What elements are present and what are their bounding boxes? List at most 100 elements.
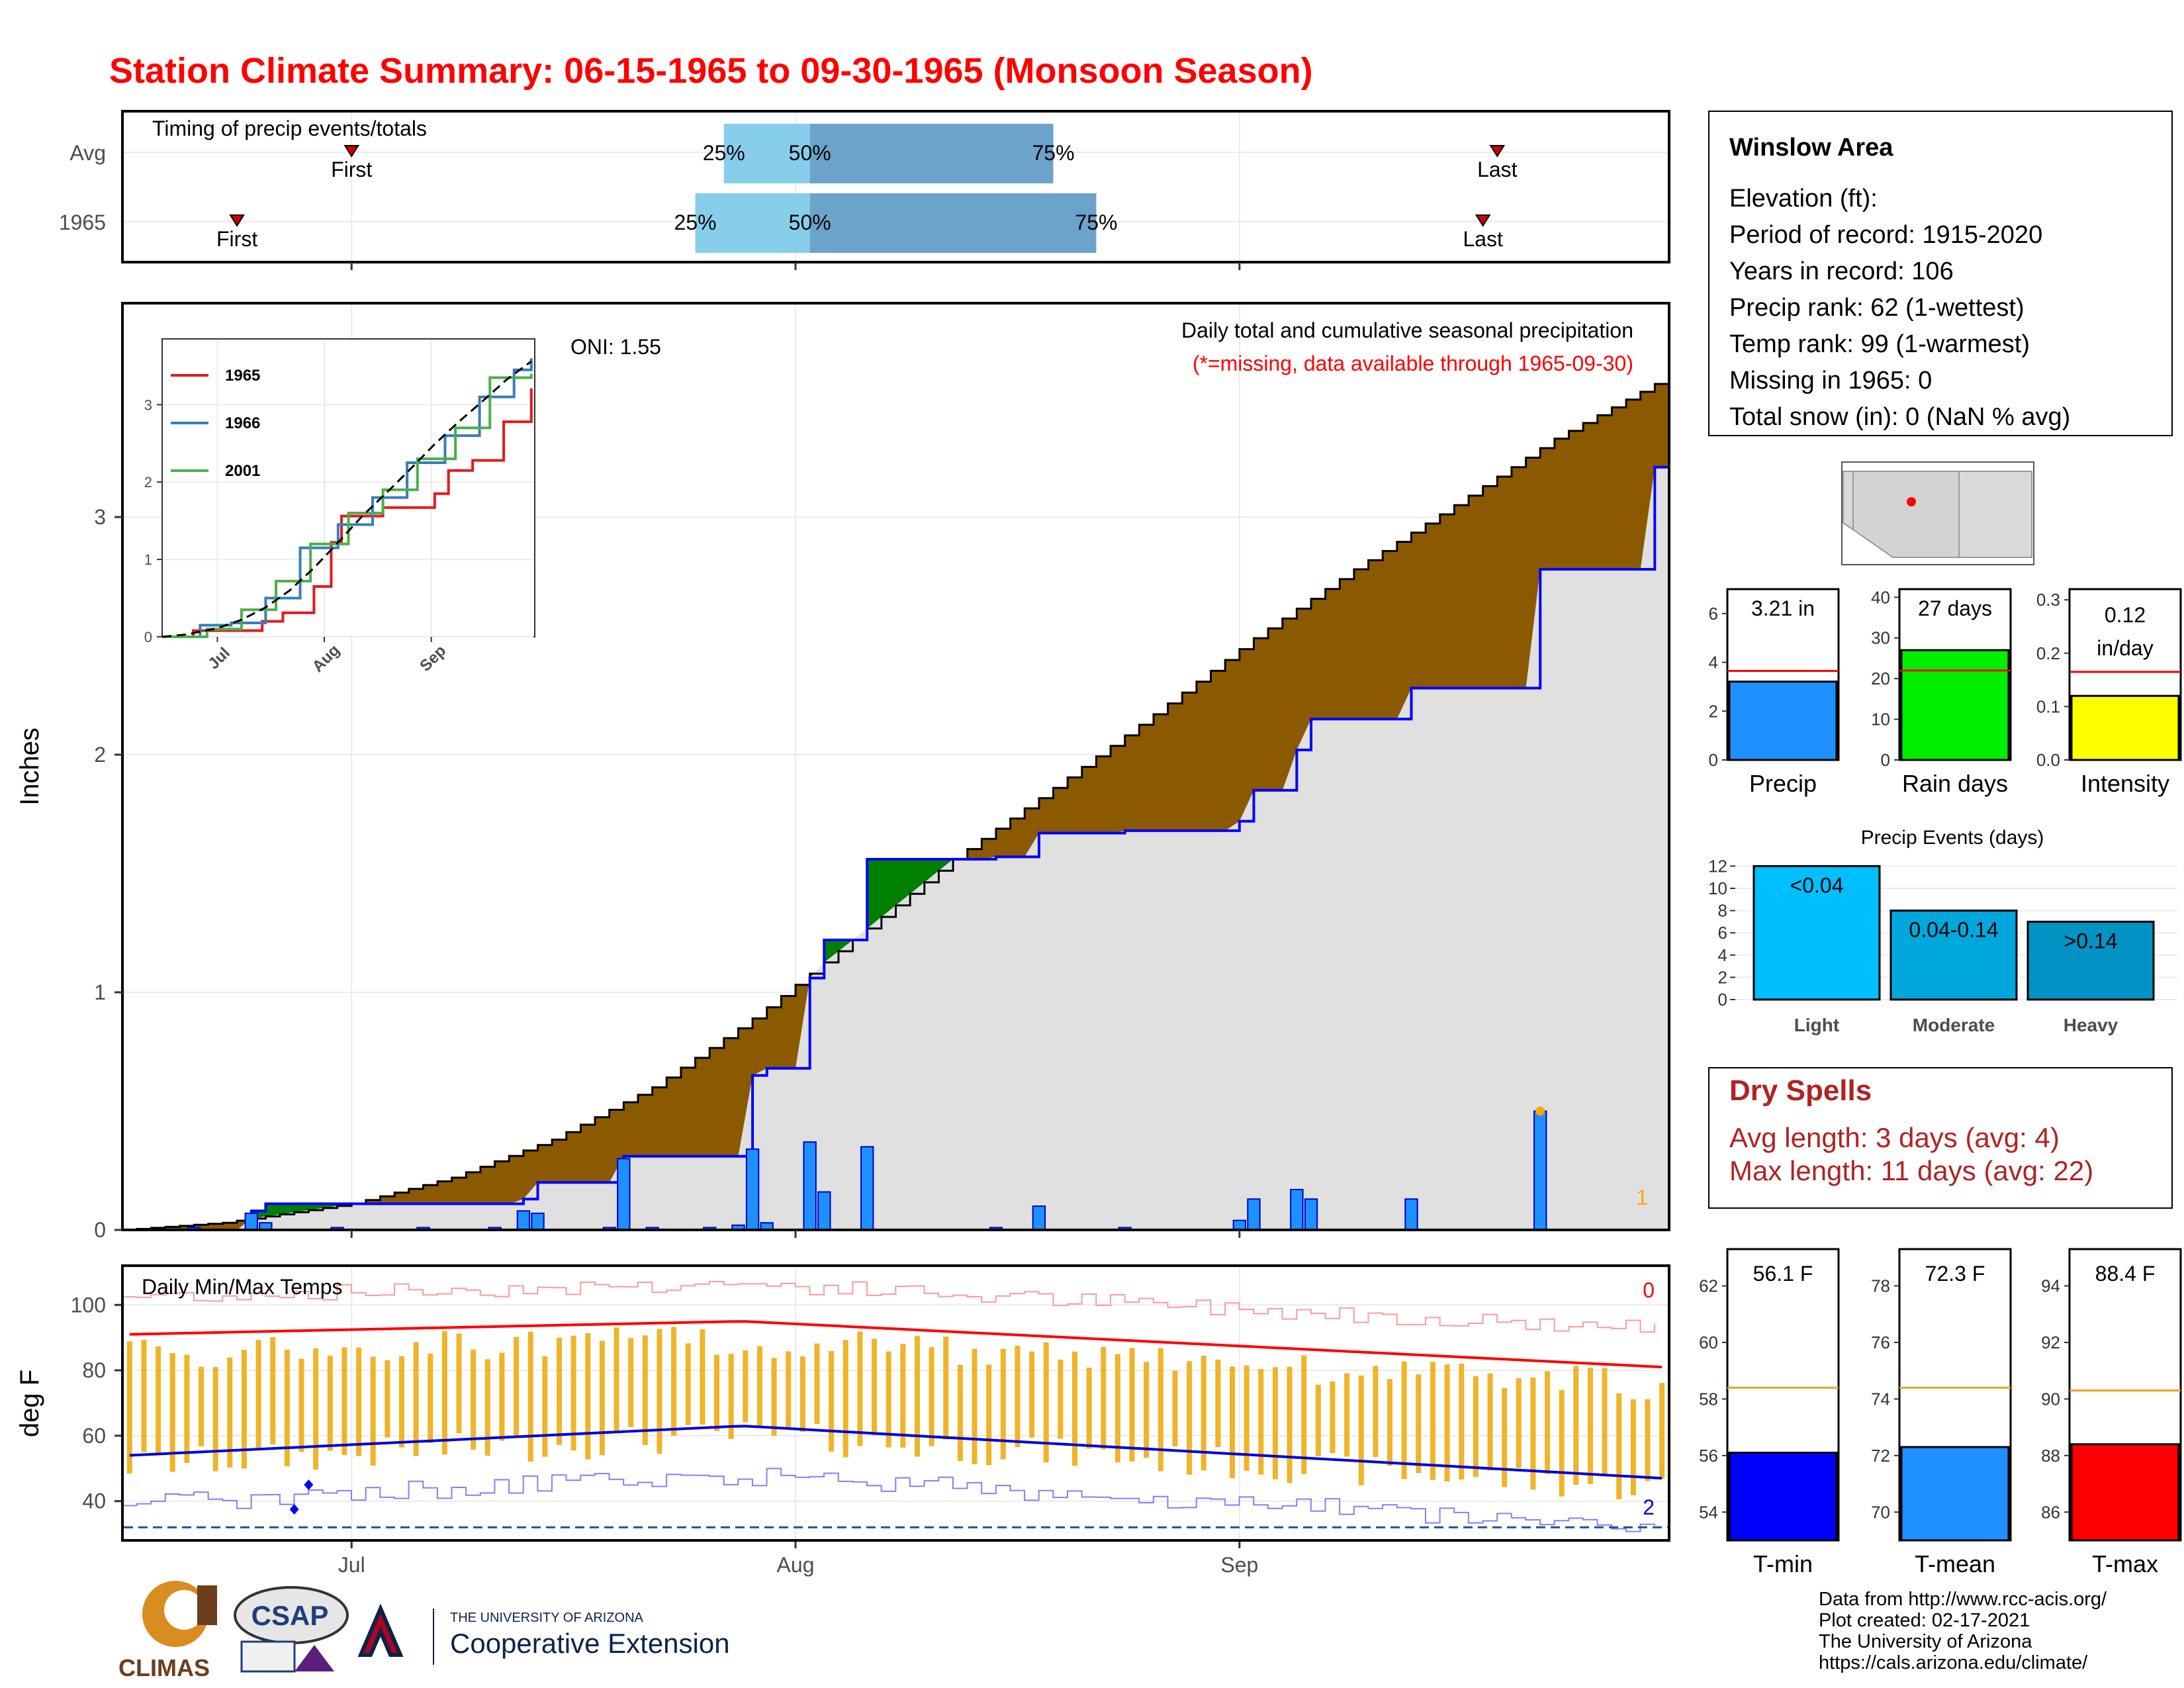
daily-temp-bar [156,1346,161,1455]
csap-grid-mark [240,1640,296,1673]
daily-temp-bar [313,1348,319,1470]
events-category-label: Heavy [2064,1015,2118,1035]
daily-temp-bar [1587,1368,1593,1484]
temp-ytick-label: 40 [82,1489,106,1513]
mini-temp-bar [1728,1452,1838,1542]
precip-y-label: Inches [15,727,44,806]
events-category-label: Moderate [1913,1015,1995,1035]
daily-temp-bar [1373,1366,1379,1458]
daily-precip-bar [244,1212,258,1231]
precip-events-chart: Precip Events (days) <0.04 Light 0.04-0.14… [1708,827,2177,1035]
mini-temp-tick-label: 94 [2041,1276,2060,1296]
daily-precip-bar [1232,1219,1247,1231]
climas-logo-inner [164,1590,204,1630]
daily-temp-bar [1272,1367,1278,1479]
daily-temp-bar [1459,1364,1465,1480]
credit-line: Data from http://www.rcc-acis.org/ [1819,1589,2107,1610]
mini-temp-tick-label: 78 [1871,1276,1890,1296]
precip-ytick-label: 3 [94,505,106,529]
info-line: Total snow (in): 0 (NaN % avg) [1729,403,2070,431]
daily-temp-bar [341,1347,347,1455]
daily-precip-bar [516,1210,531,1231]
mini-precip-tick-label: 0.2 [2036,643,2060,663]
precip-frame [121,302,1670,1231]
daily-temp-bar [628,1338,634,1427]
csap-mountain-mark [295,1645,334,1671]
daily-temp-bar [471,1349,477,1450]
daily-temp-bar [914,1336,920,1457]
oni-label: ONI: 1.55 [570,335,661,359]
mini-precip-bar [2070,694,2180,761]
temp-count-max: 0 [1643,1278,1655,1302]
daily-temp-bar [657,1329,662,1454]
precip-plot [122,383,1670,1231]
precip-y-ticks: 0 1 2 3 [94,505,122,1242]
daily-temp-bar [671,1327,677,1436]
daily-temp-bar [829,1351,835,1452]
mini-temp-tick-label: 62 [1699,1276,1718,1296]
inset-ytick-label: 0 [144,629,152,645]
daily-temp-bar [527,1331,533,1462]
daily-temp-bar [255,1340,261,1450]
precip-subtitle: Daily total and cumulative seasonal prec… [1181,318,1633,342]
daily-temp-bar [642,1335,648,1445]
daily-temp-bar [212,1367,218,1472]
precip-ytick-label: 1 [94,980,106,1004]
daily-temp-bar [972,1348,978,1464]
daily-temp-bar [126,1341,132,1474]
mini-temp-tick-label: 90 [2041,1389,2060,1409]
info-frame [1708,111,2173,436]
csap-logo-text: CSAP [251,1600,329,1631]
daily-temp-bar [1630,1399,1636,1495]
daily-temp-bar [1101,1346,1107,1450]
average-max-line [129,1320,1662,1369]
events-category-label: Light [1794,1015,1839,1035]
mini-precip-tick-label: 10 [1871,710,1890,729]
events-bar-range: >0.14 [2064,929,2118,953]
mini-temp-tick-label: 88 [2041,1446,2060,1466]
timing-avg-p75-label: 75% [1032,141,1075,165]
timing-avg-first-label: First [331,158,372,181]
mini-precip-value: 3.21 in [1751,596,1815,620]
daily-precip-bar [817,1191,831,1231]
mini-temp-tick-label: 72 [1871,1446,1890,1466]
daily-temp-bar [771,1358,777,1436]
mini-precip-value-unit: in/day [2097,636,2153,660]
temp-xtick-label: Jul [338,1553,365,1577]
events-title: Precip Events (days) [1861,827,2044,849]
ua-a-mark [357,1603,404,1657]
mini-precip-bar [1728,680,1838,761]
daily-temp-bar [842,1340,848,1458]
dry-spells-title: Dry Spells [1729,1074,1872,1107]
events-plot: <0.04 Light 0.04-0.14 Moderate >0.14 Heavy 0 24… [1708,856,2177,1035]
daily-precip-bar [1247,1198,1261,1231]
timing-avg-q2-bar [809,124,1054,183]
mini-precip-value: 0.12 [2105,603,2146,627]
daily-temp-bar [857,1331,863,1446]
mini-temp-label: T-mean [1915,1550,1995,1577]
mini-precip-tick-label: 20 [1871,669,1890,688]
timing-avg-p50-label: 50% [789,141,831,165]
events-ytick-label: 4 [1718,945,1727,965]
daily-temp-bar [1502,1387,1508,1487]
inset-legend-label: 1966 [225,414,260,432]
daily-temp-bar [1430,1362,1435,1480]
daily-temp-bar [385,1360,390,1438]
inset-series-line [162,388,533,638]
average-min-line [129,1425,1662,1480]
daily-temp-bar [1115,1354,1120,1463]
daily-temp-bar [1330,1381,1336,1454]
mini-precip-value: 27 days [1918,596,1992,620]
daily-temp-bar [441,1331,447,1455]
daily-temp-bar [1530,1378,1536,1490]
dry-spells-frame [1708,1067,2173,1209]
events-bar [2026,920,2155,1001]
mini-precip-tick-label: 0.1 [2036,696,2060,716]
events-ytick-label: 10 [1708,878,1727,898]
temp-ytick-label: 80 [82,1358,106,1382]
timing-1965-p25-label: 25% [674,211,717,234]
daily-precip-bar [860,1146,874,1231]
mini-temp-tick-label: 74 [1871,1389,1890,1409]
